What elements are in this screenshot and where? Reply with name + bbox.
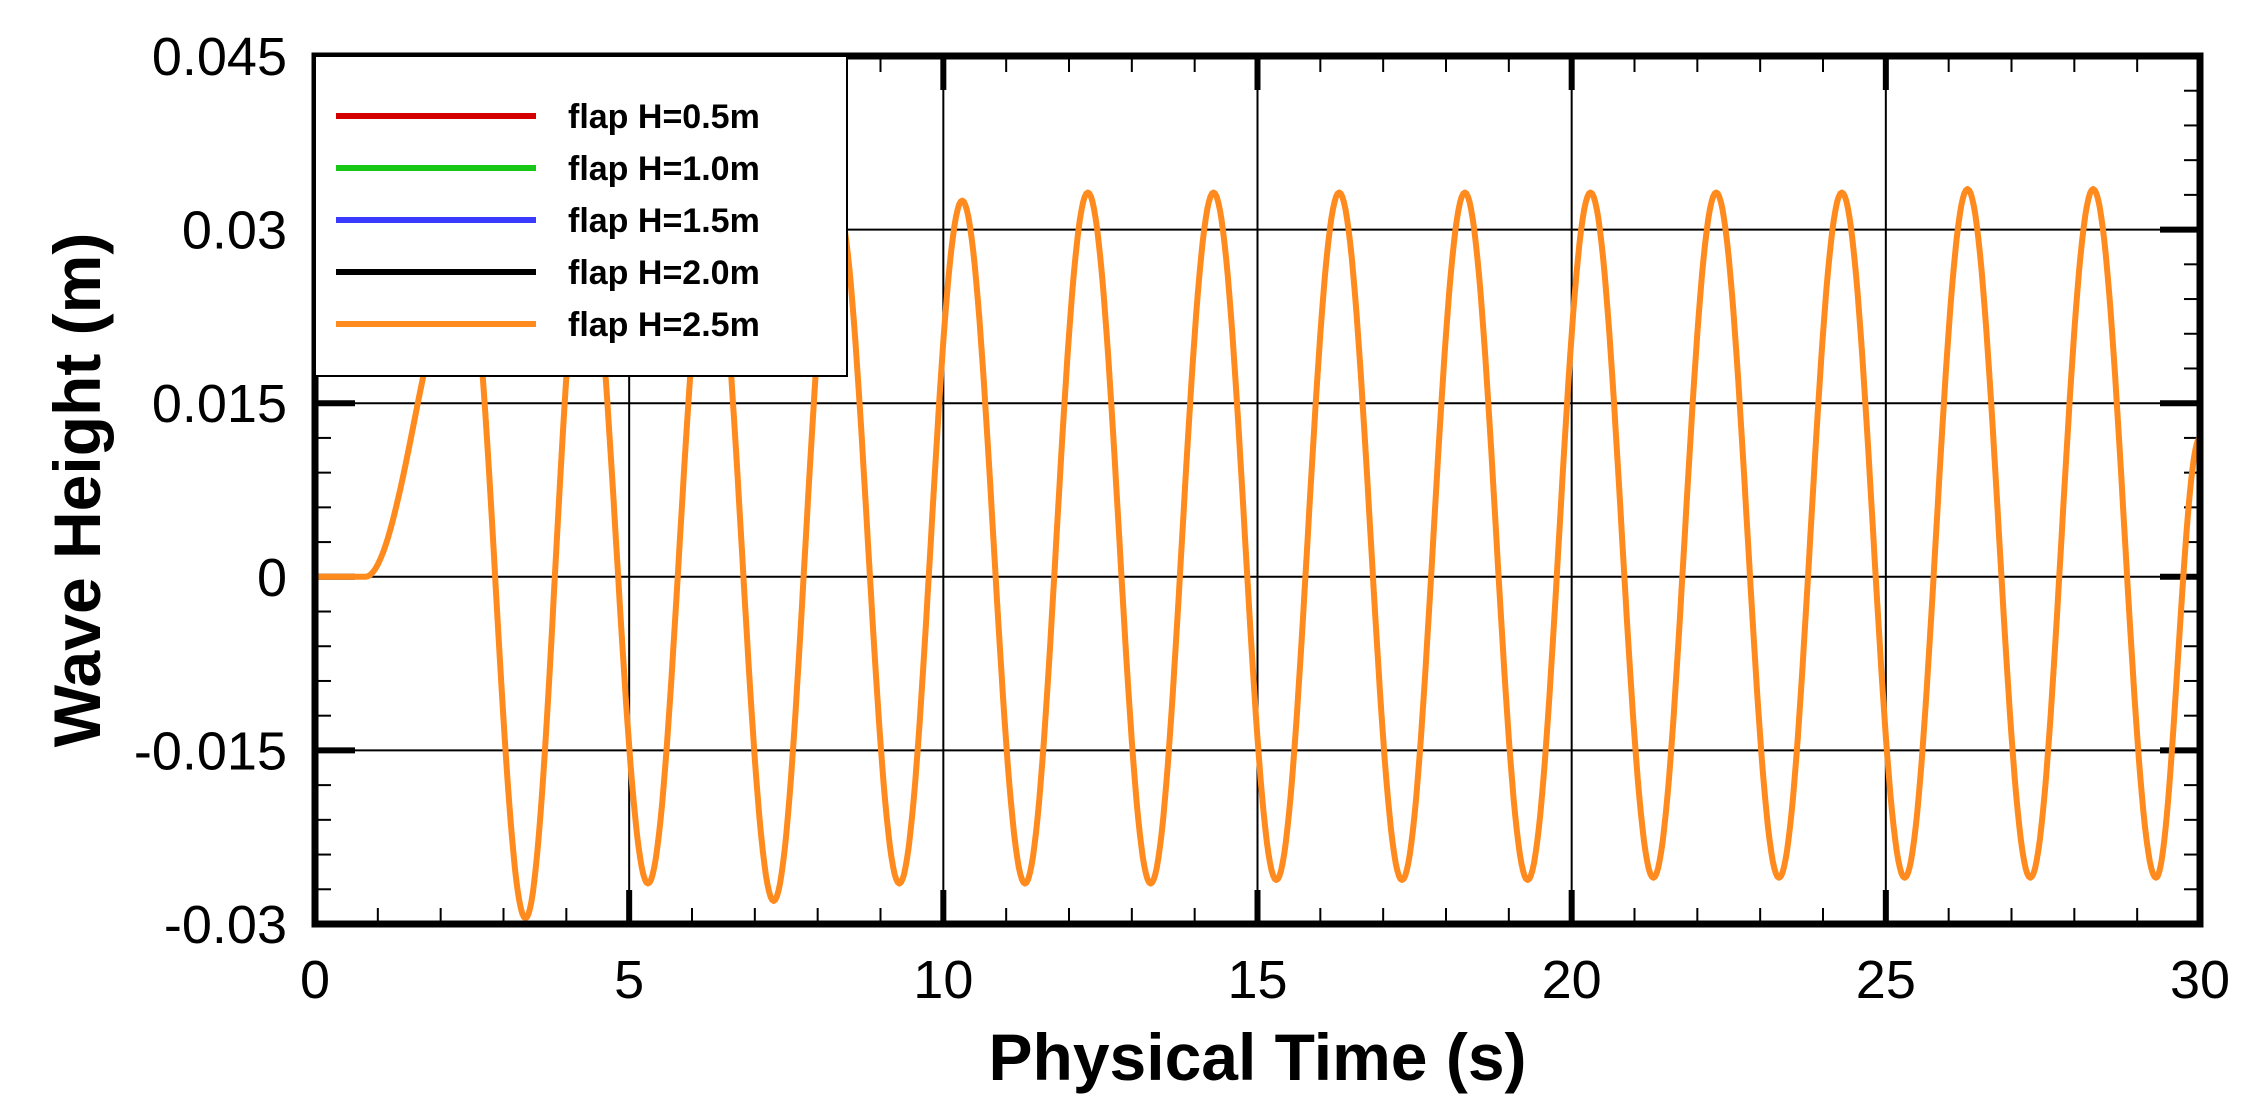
y-tick-label: 0.015 <box>152 374 287 434</box>
x-tick-label: 15 <box>1227 950 1287 1010</box>
legend-label: flap H=1.5m <box>568 202 760 240</box>
x-tick-label: 5 <box>614 950 644 1010</box>
legend-label: flap H=0.5m <box>568 98 760 136</box>
series-line-5 <box>313 186 2202 922</box>
legend-label: flap H=1.0m <box>568 150 760 188</box>
x-axis-title: Physical Time (s) <box>988 1020 1526 1094</box>
y-tick-label: 0.03 <box>182 201 287 261</box>
x-tick-label: 20 <box>1542 950 1602 1010</box>
y-tick-label: -0.015 <box>134 721 287 781</box>
legend-label: flap H=2.5m <box>568 306 760 344</box>
x-tick-label: 10 <box>913 950 973 1010</box>
y-tick-labels: -0.03 -0.015 0 0.015 0.03 0.045 <box>134 27 287 955</box>
y-tick-label: -0.03 <box>164 895 287 955</box>
x-tick-labels: 0 5 10 15 20 25 30 <box>300 950 2230 1010</box>
x-tick-label: 0 <box>300 950 330 1010</box>
plot-frame <box>311 52 2204 928</box>
y-tick-label: 0 <box>257 548 287 608</box>
y-tick-label: 0.045 <box>152 27 287 87</box>
legend: flap H=0.5m flap H=1.0m flap H=1.5m flap H=… <box>314 55 848 377</box>
x-tick-label: 30 <box>2170 950 2230 1010</box>
y-axis-title: Wave Height (m) <box>40 233 114 748</box>
legend-label: flap H=2.0m <box>568 254 760 292</box>
series-layer <box>313 186 2202 922</box>
x-tick-label: 25 <box>1856 950 1916 1010</box>
